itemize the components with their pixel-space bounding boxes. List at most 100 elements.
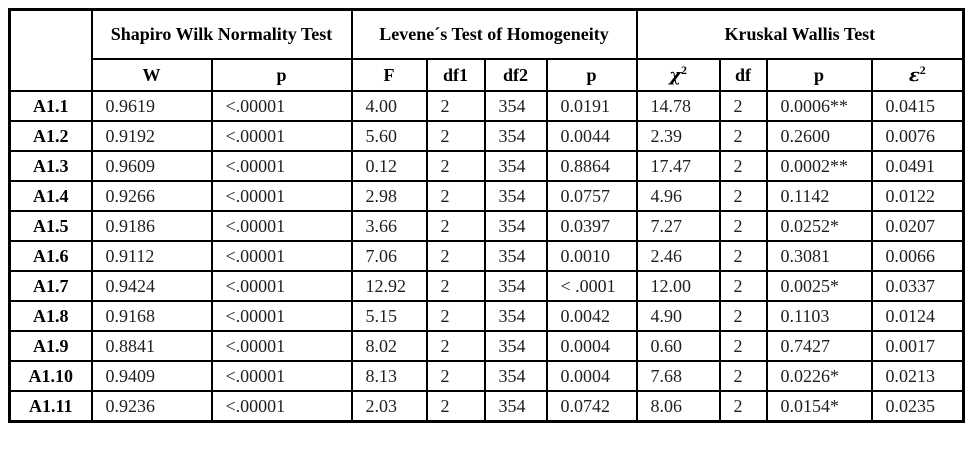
cell-df1: 2: [425, 150, 486, 182]
cell-chi-squared: 17.47: [635, 150, 721, 182]
cell-df1: 2: [425, 360, 486, 392]
table-row-a1-11: A1.11 0.9236 <.00001 2.03 2 354 0.0742 8…: [8, 390, 965, 423]
cell-df: 2: [718, 90, 768, 122]
cell-levene-p: 0.0742: [545, 390, 638, 423]
cell-kruskal-p: 0.0006**: [765, 90, 873, 122]
cell-shapiro-p: <.00001: [210, 330, 353, 362]
cell-epsilon-squared: 0.0235: [870, 390, 965, 423]
cell-df2: 354: [483, 360, 548, 392]
cell-kruskal-p: 0.0002**: [765, 150, 873, 182]
group-header-kruskal-wallis: Kruskal Wallis Test: [635, 8, 965, 60]
cell-w: 0.9609: [90, 150, 213, 182]
row-label: A1.1: [8, 90, 93, 122]
cell-df: 2: [718, 360, 768, 392]
cell-chi-squared: 4.96: [635, 180, 721, 212]
cell-df1: 2: [425, 330, 486, 362]
cell-f: 8.02: [350, 330, 428, 362]
cell-epsilon-squared: 0.0415: [870, 90, 965, 122]
cell-df: 2: [718, 390, 768, 423]
cell-w: 0.9266: [90, 180, 213, 212]
cell-epsilon-squared: 0.0066: [870, 240, 965, 272]
cell-chi-squared: 7.68: [635, 360, 721, 392]
cell-chi-squared: 8.06: [635, 390, 721, 423]
table-row-a1-9: A1.9 0.8841 <.00001 8.02 2 354 0.0004 0.…: [8, 330, 965, 362]
cell-epsilon-squared: 0.0213: [870, 360, 965, 392]
row-label: A1.7: [8, 270, 93, 302]
col-header-chi-squared: χ2: [635, 58, 721, 92]
table-row-a1-4: A1.4 0.9266 <.00001 2.98 2 354 0.0757 4.…: [8, 180, 965, 212]
cell-df: 2: [718, 120, 768, 152]
cell-f: 12.92: [350, 270, 428, 302]
cell-f: 2.03: [350, 390, 428, 423]
cell-levene-p: 0.0004: [545, 360, 638, 392]
cell-df2: 354: [483, 180, 548, 212]
cell-levene-p: 0.0757: [545, 180, 638, 212]
cell-epsilon-squared: 0.0337: [870, 270, 965, 302]
cell-df2: 354: [483, 270, 548, 302]
cell-kruskal-p: 0.3081: [765, 240, 873, 272]
cell-df: 2: [718, 240, 768, 272]
cell-df: 2: [718, 150, 768, 182]
cell-df1: 2: [425, 240, 486, 272]
cell-shapiro-p: <.00001: [210, 150, 353, 182]
cell-levene-p: 0.0004: [545, 330, 638, 362]
cell-shapiro-p: <.00001: [210, 270, 353, 302]
cell-df2: 354: [483, 330, 548, 362]
cell-df: 2: [718, 210, 768, 242]
cell-epsilon-squared: 0.0017: [870, 330, 965, 362]
col-header-df: df: [718, 58, 768, 92]
table-row-a1-3: A1.3 0.9609 <.00001 0.12 2 354 0.8864 17…: [8, 150, 965, 182]
cell-w: 0.9168: [90, 300, 213, 332]
cell-epsilon-squared: 0.0076: [870, 120, 965, 152]
cell-kruskal-p: 0.1103: [765, 300, 873, 332]
cell-levene-p: 0.0044: [545, 120, 638, 152]
cell-f: 5.15: [350, 300, 428, 332]
row-label: A1.11: [8, 390, 93, 423]
cell-w: 0.9192: [90, 120, 213, 152]
cell-levene-p: 0.0397: [545, 210, 638, 242]
cell-kruskal-p: 0.0025*: [765, 270, 873, 302]
cell-chi-squared: 0.60: [635, 330, 721, 362]
cell-chi-squared: 12.00: [635, 270, 721, 302]
cell-df2: 354: [483, 150, 548, 182]
table-row-a1-10: A1.10 0.9409 <.00001 8.13 2 354 0.0004 7…: [8, 360, 965, 392]
cell-df: 2: [718, 300, 768, 332]
cell-epsilon-squared: 0.0491: [870, 150, 965, 182]
cell-epsilon-squared: 0.0124: [870, 300, 965, 332]
group-header-levene: Levene´s Test of Homogeneity: [350, 8, 638, 60]
row-label: A1.10: [8, 360, 93, 392]
page: Shapiro Wilk Normality Test Levene´s Tes…: [8, 8, 966, 423]
column-header-row: W p F df1 df2 p χ2 df p ε2: [10, 58, 965, 92]
cell-w: 0.9424: [90, 270, 213, 302]
cell-df1: 2: [425, 270, 486, 302]
cell-f: 5.60: [350, 120, 428, 152]
table-row-a1-5: A1.5 0.9186 <.00001 3.66 2 354 0.0397 7.…: [8, 210, 965, 242]
cell-df: 2: [718, 180, 768, 212]
table-row-a1-1: A1.1 0.9619 <.00001 4.00 2 354 0.0191 14…: [8, 90, 965, 122]
cell-kruskal-p: 0.0226*: [765, 360, 873, 392]
cell-kruskal-p: 0.7427: [765, 330, 873, 362]
cell-df2: 354: [483, 210, 548, 242]
cell-chi-squared: 7.27: [635, 210, 721, 242]
cell-f: 4.00: [350, 90, 428, 122]
row-label: A1.6: [8, 240, 93, 272]
row-label: A1.8: [8, 300, 93, 332]
cell-df2: 354: [483, 90, 548, 122]
cell-chi-squared: 2.39: [635, 120, 721, 152]
row-label: A1.5: [8, 210, 93, 242]
group-header-shapiro-wilk: Shapiro Wilk Normality Test: [90, 8, 353, 60]
table-row-a1-6: A1.6 0.9112 <.00001 7.06 2 354 0.0010 2.…: [8, 240, 965, 272]
cell-w: 0.8841: [90, 330, 213, 362]
cell-f: 8.13: [350, 360, 428, 392]
cell-shapiro-p: <.00001: [210, 360, 353, 392]
cell-f: 3.66: [350, 210, 428, 242]
cell-df1: 2: [425, 390, 486, 423]
cell-df: 2: [718, 330, 768, 362]
col-header-epsilon-squared: ε2: [870, 58, 965, 92]
cell-chi-squared: 2.46: [635, 240, 721, 272]
cell-levene-p: < .0001: [545, 270, 638, 302]
cell-levene-p: 0.8864: [545, 150, 638, 182]
cell-levene-p: 0.0010: [545, 240, 638, 272]
cell-w: 0.9236: [90, 390, 213, 423]
table-row-a1-8: A1.8 0.9168 <.00001 5.15 2 354 0.0042 4.…: [8, 300, 965, 332]
